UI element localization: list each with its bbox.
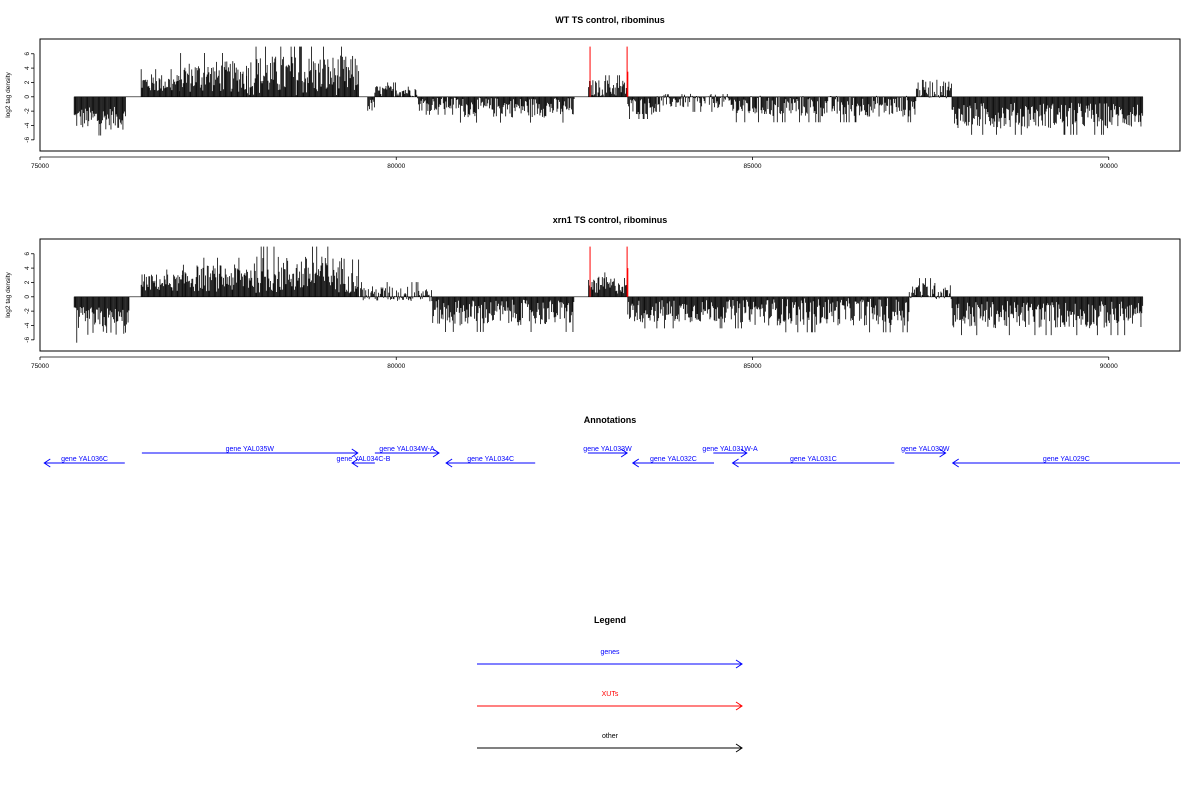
x-tick-label: 90000 (1100, 163, 1118, 170)
x-tick-label: 75000 (31, 363, 49, 370)
plot-frame (39, 238, 1181, 352)
x-tick-label: 80000 (387, 163, 405, 170)
gene-label: gene YAL034C (467, 456, 514, 463)
legend-label: XUTs (602, 691, 619, 698)
gene-arrow: gene YAL035W (141, 446, 359, 458)
gene-arrow: gene YAL031C (731, 456, 895, 468)
panel-wt: WT TS control, ribominus -6 -4 -2 0 2 4 6 7500… (5, 15, 1181, 170)
gene-track: gene YAL036C gene YAL035W gene YAL034C-B ge… (43, 446, 1180, 468)
arrow-head (735, 743, 743, 753)
gene-label: gene YAL029C (1043, 456, 1090, 463)
y-tick-label: 6 (24, 252, 31, 256)
gene-label: gene YAL035W (226, 446, 275, 453)
panel-title: xrn1 TS control, ribominus (553, 215, 668, 225)
gene-label: gene YAL033W (583, 446, 632, 453)
y-tick-label: -6 (24, 137, 31, 143)
bars (73, 46, 1144, 136)
bars (73, 246, 1144, 343)
x-tick-label: 85000 (743, 363, 761, 370)
gene-label: gene YAL031W-A (702, 446, 758, 453)
arrow-head (351, 458, 359, 468)
gene-arrow: gene YAL031W-A (702, 446, 758, 458)
y-tick-label: 0 (24, 295, 31, 299)
y-axis-label: log2 tag density (5, 271, 12, 317)
legend-label: genes (600, 649, 620, 656)
y-tick-label: 0 (24, 95, 31, 99)
y-axis-label: log2 tag density (5, 71, 12, 117)
legend-item: XUTs (477, 691, 743, 711)
x-axis: 75000 80000 85000 90000 (31, 156, 1118, 170)
y-tick-label: 2 (24, 80, 31, 84)
y-axis: -6 -4 -2 0 2 4 6 (24, 52, 35, 143)
legend-title: Legend (594, 615, 626, 625)
gene-arrow: gene YAL033W (583, 446, 632, 458)
legend-items: genes XUTs other (477, 649, 743, 753)
y-tick-label: -2 (24, 108, 31, 114)
arrow-head (731, 458, 739, 468)
y-tick-label: 6 (24, 52, 31, 56)
arrow-head (432, 448, 440, 458)
y-axis: -6 -4 -2 0 2 4 6 (24, 252, 35, 343)
x-axis: 75000 80000 85000 90000 (31, 356, 1118, 370)
gene-label: gene YAL034C-B (337, 456, 391, 463)
gene-arrow: gene YAL034C-B (337, 456, 391, 468)
y-tick-label: 4 (24, 266, 31, 270)
arrow-head (43, 458, 51, 468)
x-tick-label: 90000 (1100, 363, 1118, 370)
y-tick-label: -6 (24, 337, 31, 343)
y-tick-label: -2 (24, 308, 31, 314)
gene-arrow: gene YAL029C (951, 456, 1180, 468)
gene-label: gene YAL030W (901, 446, 950, 453)
panel-title: WT TS control, ribominus (555, 15, 665, 25)
gene-label: gene YAL032C (650, 456, 697, 463)
gene-label: gene YAL031C (790, 456, 837, 463)
panel-xrn1: xrn1 TS control, ribominus -6 -4 -2 0 2 4 6 75… (5, 215, 1181, 370)
x-tick-label: 80000 (387, 363, 405, 370)
gene-arrow: gene YAL034W-A (374, 446, 440, 458)
arrow-head (735, 701, 743, 711)
x-tick-label: 85000 (743, 163, 761, 170)
arrow-head (620, 448, 629, 458)
legend-item: other (477, 733, 743, 753)
gene-arrow: gene YAL034C (445, 456, 536, 468)
gene-arrow: gene YAL032C (631, 456, 715, 468)
gene-label: gene YAL036C (61, 456, 108, 463)
legend-item: genes (477, 649, 743, 669)
arrow-head (939, 448, 947, 458)
gene-label: gene YAL034W-A (379, 446, 435, 453)
y-tick-label: 2 (24, 280, 31, 284)
annotations-title: Annotations (584, 415, 637, 425)
legend-label: other (602, 733, 619, 740)
arrow-head (740, 448, 748, 458)
arrow-head (631, 458, 640, 468)
y-tick-label: -4 (24, 122, 31, 128)
y-tick-label: 4 (24, 66, 31, 70)
arrow-head (351, 448, 359, 458)
gene-arrow: gene YAL030W (901, 446, 950, 458)
x-tick-label: 75000 (31, 163, 49, 170)
gene-arrow: gene YAL036C (43, 456, 125, 468)
arrow-head (735, 659, 743, 669)
arrow-head (445, 458, 453, 468)
legend: Legend genes XUTs other (477, 615, 743, 753)
plot-frame (39, 38, 1181, 152)
y-tick-label: -4 (24, 322, 31, 328)
arrow-head (951, 458, 959, 468)
